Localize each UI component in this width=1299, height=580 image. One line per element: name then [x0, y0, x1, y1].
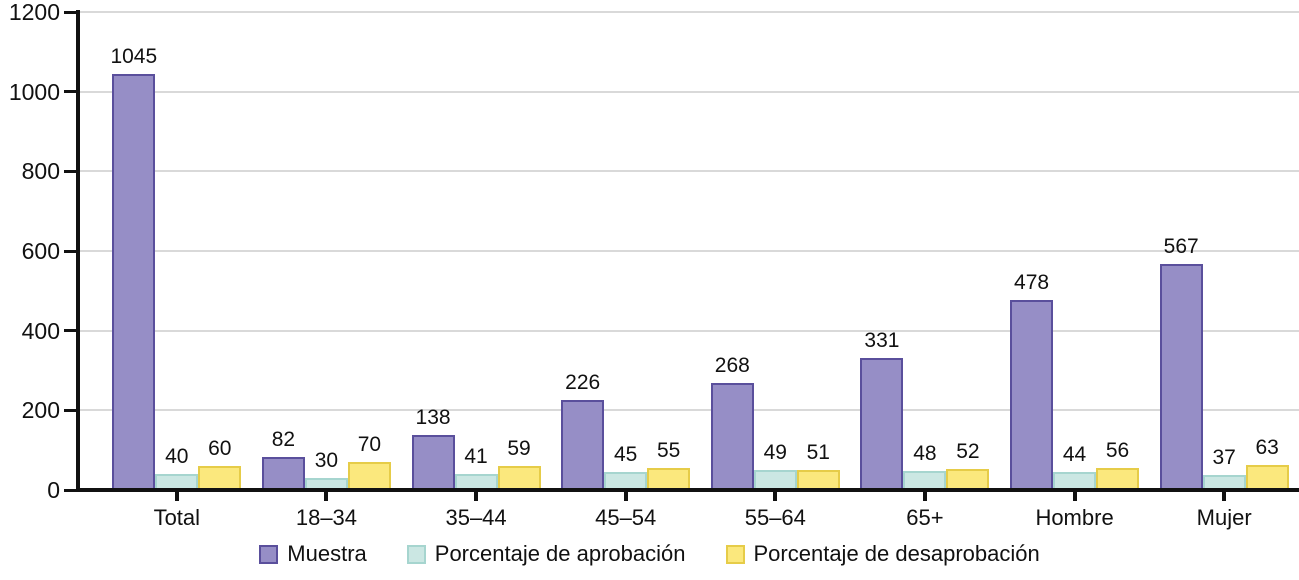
- bar-value-label: 51: [806, 441, 830, 464]
- x-axis-label: Mujer: [1196, 505, 1252, 530]
- x-axis-label: 45–54: [595, 505, 657, 530]
- bar-value-label: 138: [415, 406, 451, 429]
- bar: [411, 435, 455, 490]
- y-axis-tick: [64, 488, 77, 492]
- legend-label: Muestra: [287, 541, 367, 566]
- x-axis-tick: [1072, 492, 1077, 501]
- x-axis-label: 65+: [906, 505, 944, 530]
- y-axis-tick: [64, 169, 77, 173]
- y-axis-tick: [64, 90, 77, 94]
- bar: [860, 358, 904, 490]
- x-axis-tick: [922, 492, 927, 501]
- y-axis-tick: [64, 329, 77, 333]
- bar-value-label: 82: [271, 428, 296, 451]
- x-axis-label: Total: [153, 505, 201, 530]
- y-axis-tick-label: 800: [21, 158, 60, 185]
- bar: [796, 470, 840, 490]
- grid-line: [77, 90, 1299, 93]
- bar-value-label: 567: [1163, 235, 1199, 258]
- y-axis-tick-label: 1200: [8, 0, 60, 25]
- bar-value-label: 70: [357, 433, 382, 456]
- x-axis-line: [76, 488, 1299, 492]
- bar-value-label: 60: [208, 437, 232, 460]
- legend: Muestra Porcentaje de aprobación Porcentaj…: [0, 541, 1299, 567]
- y-axis-tick-label: 200: [21, 397, 60, 424]
- x-axis-label: Hombre: [1035, 505, 1114, 530]
- bar-value-label: 49: [763, 441, 787, 464]
- x-axis-tick: [174, 492, 179, 501]
- legend-item: Porcentaje de desaprobación: [725, 541, 1040, 567]
- x-axis-tick: [1222, 492, 1227, 501]
- grid-line: [77, 11, 1299, 13]
- grid-line: [77, 170, 1299, 173]
- bar-value-label: 45: [614, 443, 638, 466]
- x-axis-tick: [773, 492, 778, 501]
- bar-value-label: 30: [314, 449, 339, 472]
- bar: [112, 74, 156, 490]
- bar-value-label: 63: [1255, 436, 1279, 459]
- bar: [946, 469, 990, 490]
- bar-value-label: 331: [864, 329, 900, 352]
- y-axis-line: [76, 10, 80, 492]
- bar-value-label: 55: [657, 439, 681, 462]
- legend-swatch: [406, 544, 426, 564]
- bar: [1010, 300, 1054, 490]
- x-axis-tick: [474, 492, 479, 501]
- grid-line: [77, 329, 1299, 332]
- y-axis-tick: [64, 408, 77, 412]
- bar: [1096, 468, 1140, 490]
- y-axis-tick-label: 0: [47, 477, 60, 503]
- y-axis-tick-label: 600: [21, 238, 60, 264]
- legend-label: Porcentaje de desaprobación: [753, 541, 1040, 566]
- x-axis-tick: [324, 492, 329, 501]
- legend-swatch: [725, 544, 745, 564]
- bar-value-label: 37: [1212, 446, 1236, 469]
- bar-value-label: 1045: [110, 45, 158, 68]
- bar-value-label: 56: [1105, 439, 1130, 462]
- bar: [647, 468, 691, 490]
- bar: [198, 466, 242, 490]
- bar: [753, 470, 797, 490]
- bar-value-label: 268: [714, 354, 750, 377]
- y-axis-tick: [64, 10, 77, 14]
- bar-value-label: 59: [507, 437, 531, 460]
- x-axis-label: 35–44: [445, 505, 507, 530]
- bar-value-label: 226: [565, 371, 601, 394]
- legend-label: Porcentaje de aprobación: [434, 541, 686, 566]
- legend-item: Muestra: [259, 541, 367, 567]
- bar-value-label: 40: [165, 445, 189, 468]
- bar-value-label: 478: [1014, 271, 1050, 294]
- bar-value-label: 52: [956, 440, 980, 463]
- grid-line: [77, 250, 1299, 252]
- y-axis-tick-label: 400: [21, 317, 60, 344]
- bar: [1159, 264, 1203, 490]
- bar: [497, 466, 541, 490]
- legend-swatch: [259, 544, 279, 564]
- grid-line: [77, 409, 1299, 412]
- bar-value-label: 48: [913, 442, 937, 465]
- bar: [710, 383, 754, 490]
- bar-value-label: 41: [464, 445, 488, 468]
- x-axis-label: 55–64: [744, 505, 806, 530]
- bar-value-label: 44: [1062, 443, 1087, 466]
- y-axis-tick-label: 1000: [8, 78, 60, 105]
- y-axis-tick: [64, 249, 77, 253]
- x-axis-label: 18–34: [295, 505, 358, 530]
- legend-item: Porcentaje de aprobación: [406, 541, 686, 567]
- x-axis-tick: [623, 492, 628, 501]
